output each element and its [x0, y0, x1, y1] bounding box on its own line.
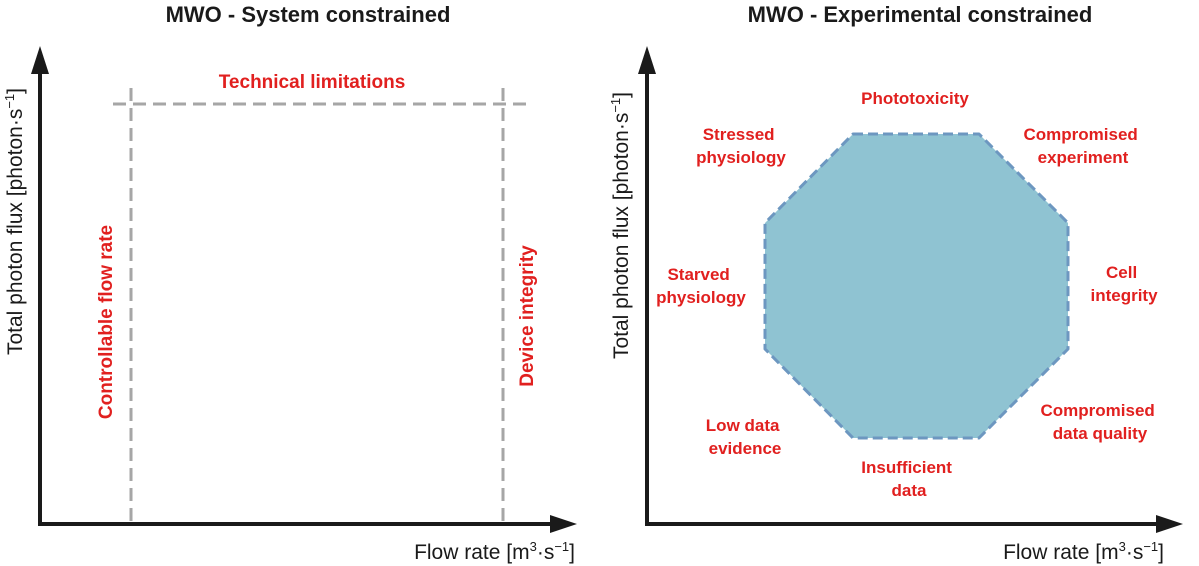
label-bottom: Insufficient data — [861, 458, 956, 500]
right-y-axis-label: Total photon flux [photon·s−1] — [608, 92, 633, 359]
label-bottom-left: Low data evidence — [706, 416, 784, 458]
left-x-arrow-icon — [550, 515, 577, 533]
left-top-constraint-label: Technical limitations — [219, 72, 406, 93]
left-panel: MWO - System constrained Technical limit… — [2, 2, 577, 564]
left-x-axis-label: Flow rate [m3·s−1] — [414, 539, 575, 564]
label-left: Starved physiology — [656, 265, 746, 307]
right-x-axis-label: Flow rate [m3·s−1] — [1003, 539, 1164, 564]
right-title: MWO - Experimental constrained — [748, 2, 1093, 27]
left-title: MWO - System constrained — [166, 2, 451, 27]
label-top-left: Stressed physiology — [696, 125, 786, 167]
left-y-arrow-icon — [31, 46, 49, 74]
label-top: Phototoxicity — [861, 89, 969, 108]
right-y-arrow-icon — [638, 46, 656, 74]
label-top-right: Compromised experiment — [1023, 125, 1142, 167]
label-right: Cell integrity — [1090, 263, 1158, 305]
left-left-constraint-label: Controllable flow rate — [96, 225, 117, 419]
feasible-region — [763, 132, 1070, 440]
label-bottom-right: Compromised data quality — [1040, 401, 1159, 443]
left-y-axis-label: Total photon flux [photon·s−1] — [2, 88, 27, 355]
left-right-constraint-label: Device integrity — [517, 245, 538, 387]
right-x-arrow-icon — [1156, 515, 1183, 533]
right-panel: MWO - Experimental constrained Phototoxi… — [608, 2, 1183, 564]
